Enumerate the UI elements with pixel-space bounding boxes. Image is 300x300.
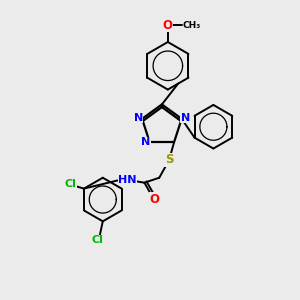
Text: Cl: Cl — [64, 179, 76, 189]
Text: S: S — [165, 153, 173, 167]
Text: HN: HN — [118, 175, 137, 185]
Text: N: N — [141, 137, 150, 147]
Text: N: N — [181, 113, 190, 123]
Text: N: N — [134, 113, 143, 123]
Text: O: O — [163, 19, 173, 32]
Text: O: O — [149, 193, 159, 206]
Text: CH₃: CH₃ — [183, 21, 201, 30]
Text: Cl: Cl — [92, 235, 104, 245]
